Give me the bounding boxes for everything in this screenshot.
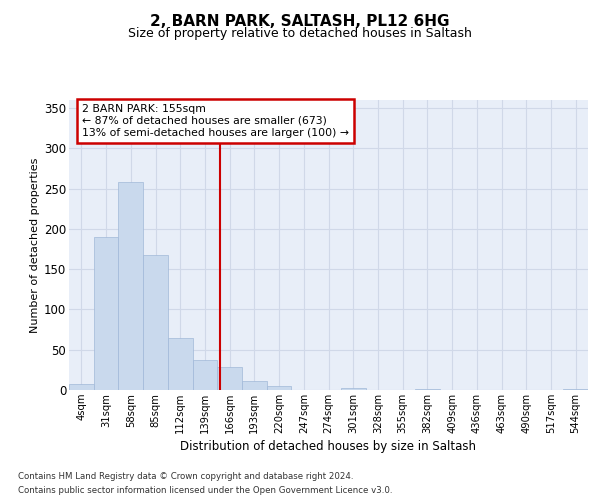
Bar	[118, 182, 143, 390]
Y-axis label: Number of detached properties: Number of detached properties	[30, 158, 40, 332]
Bar	[69, 384, 94, 390]
Text: 2 BARN PARK: 155sqm
← 87% of detached houses are smaller (673)
13% of semi-detac: 2 BARN PARK: 155sqm ← 87% of detached ho…	[82, 104, 349, 138]
Bar	[267, 386, 292, 390]
Text: 2, BARN PARK, SALTASH, PL12 6HG: 2, BARN PARK, SALTASH, PL12 6HG	[150, 14, 450, 29]
Bar	[242, 381, 267, 390]
X-axis label: Distribution of detached houses by size in Saltash: Distribution of detached houses by size …	[181, 440, 476, 453]
Text: Contains HM Land Registry data © Crown copyright and database right 2024.: Contains HM Land Registry data © Crown c…	[18, 472, 353, 481]
Bar	[94, 237, 118, 390]
Bar	[563, 389, 588, 390]
Text: Size of property relative to detached houses in Saltash: Size of property relative to detached ho…	[128, 28, 472, 40]
Bar	[143, 256, 168, 390]
Bar	[217, 368, 242, 390]
Bar	[415, 389, 440, 390]
Text: Contains public sector information licensed under the Open Government Licence v3: Contains public sector information licen…	[18, 486, 392, 495]
Bar	[168, 338, 193, 390]
Bar	[193, 360, 217, 390]
Bar	[341, 388, 365, 390]
